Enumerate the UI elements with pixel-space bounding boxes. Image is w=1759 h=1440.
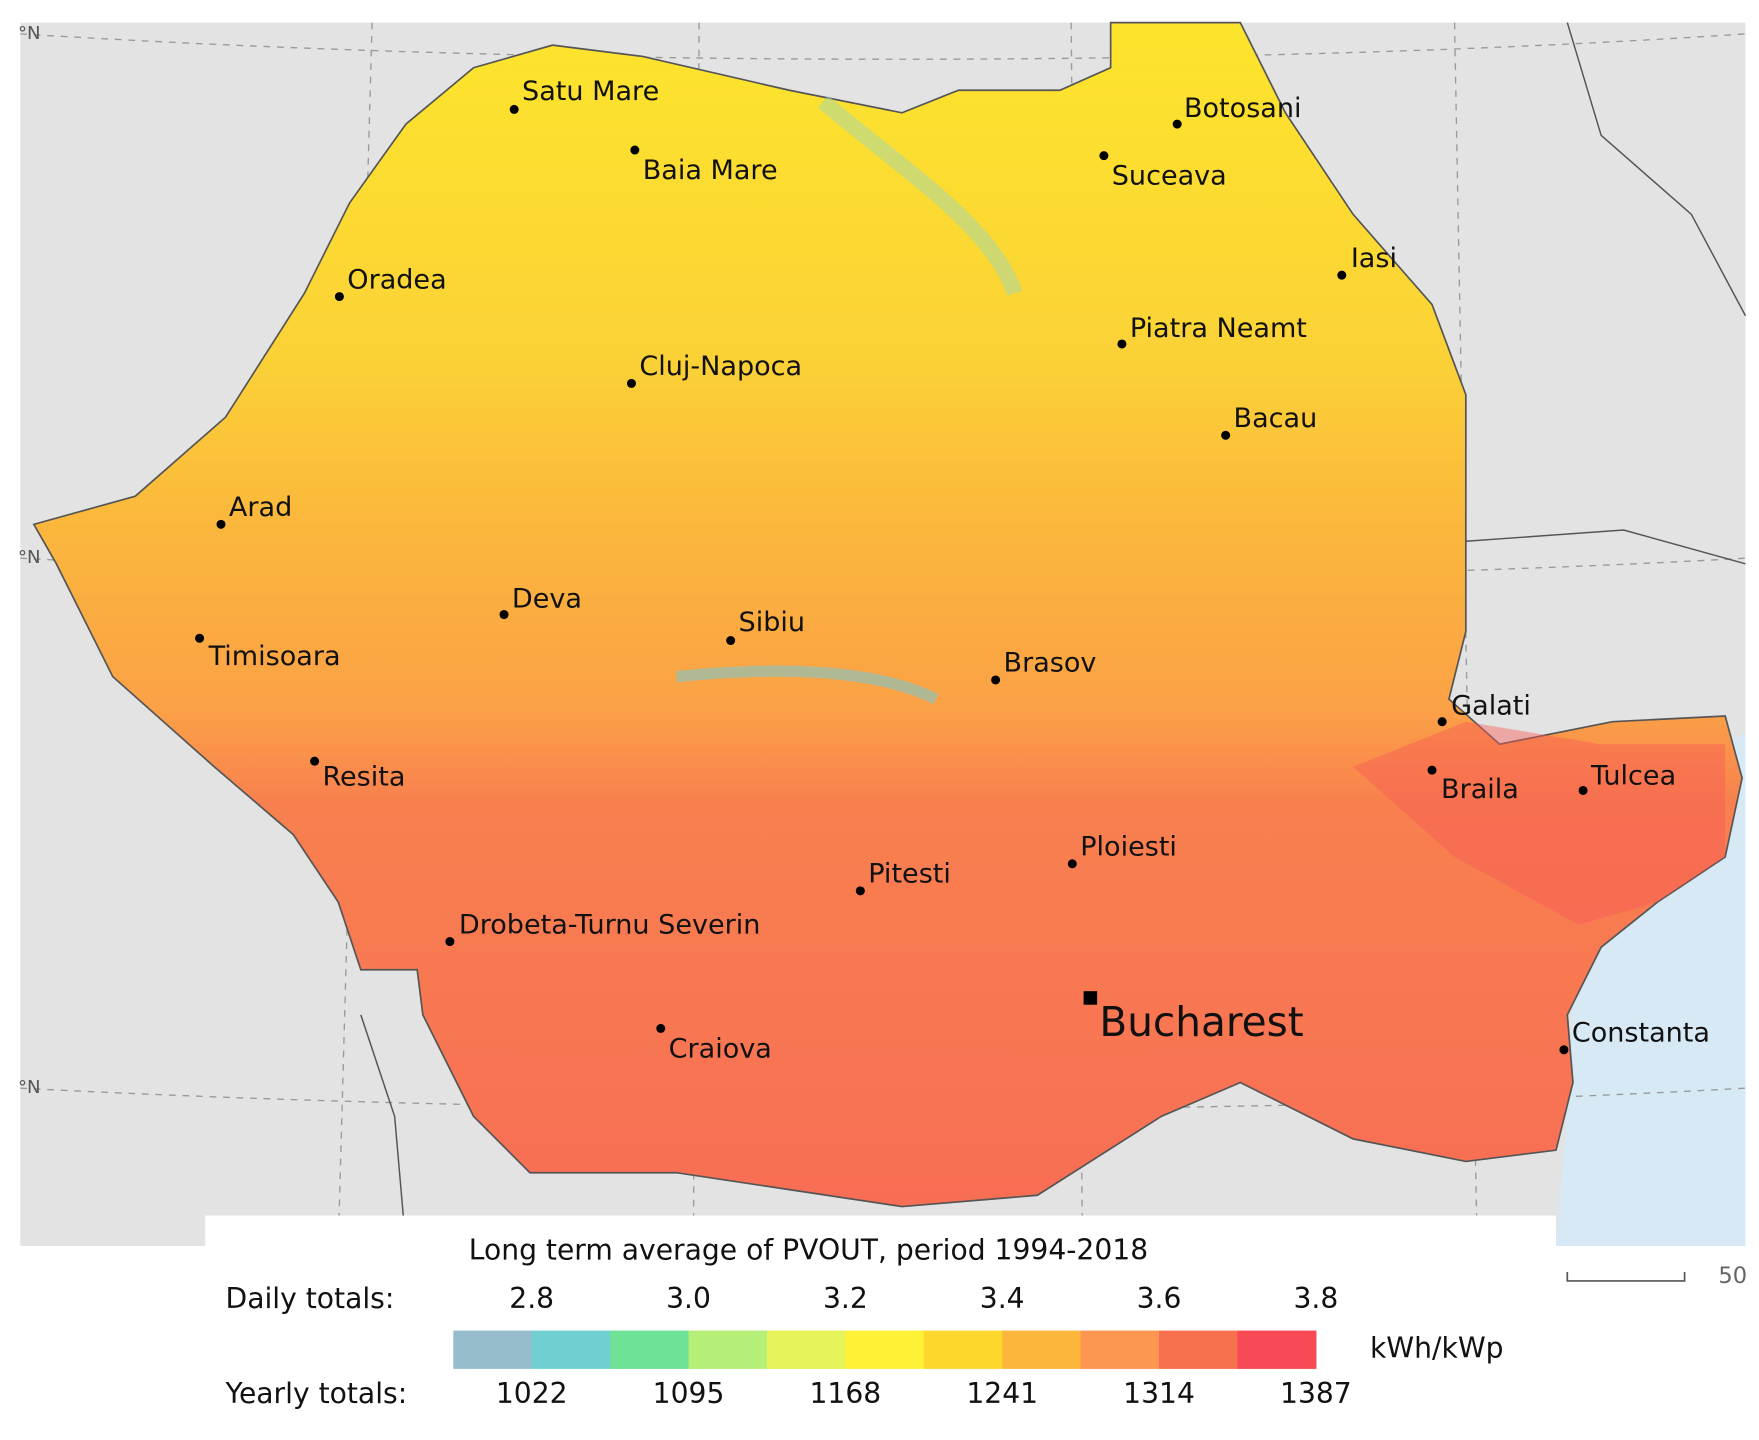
- city-label: Tulcea: [1590, 760, 1676, 791]
- city-label: Oradea: [347, 264, 446, 295]
- legend-yearly-value: 1022: [496, 1377, 568, 1410]
- legend-box: [205, 1215, 1557, 1440]
- city-label: Iasi: [1351, 243, 1397, 274]
- legend-daily-value: 3.2: [823, 1282, 868, 1315]
- city-label: Satu Mare: [522, 76, 659, 107]
- city-label: Drobeta-Turnu Severin: [459, 909, 760, 940]
- city-marker: [1221, 430, 1231, 440]
- city-marker: [1067, 859, 1077, 869]
- city-marker: [656, 1023, 666, 1033]
- city-label: Constanta: [1572, 1018, 1710, 1049]
- city-label: Braila: [1441, 774, 1519, 805]
- legend-yearly-label: Yearly totals:: [225, 1377, 408, 1410]
- scale-label: 50: [1718, 1263, 1747, 1289]
- legend-swatch: [1237, 1330, 1317, 1369]
- legend-title: Long term average of PVOUT, period 1994-…: [469, 1234, 1148, 1267]
- city-marker: [1437, 717, 1447, 727]
- legend-daily-value: 3.0: [666, 1282, 711, 1315]
- city-marker: [1117, 339, 1127, 349]
- city-marker: [334, 292, 344, 302]
- city-label: Sibiu: [739, 607, 806, 638]
- legend-swatch: [923, 1330, 1003, 1369]
- city-marker: [1427, 765, 1437, 775]
- city-marker: [1172, 119, 1182, 129]
- city-marker: [855, 886, 865, 896]
- city-label: Brasov: [1004, 648, 1097, 679]
- legend-swatch: [845, 1330, 925, 1369]
- city-marker: [216, 519, 226, 529]
- legend-yearly-value: 1241: [966, 1377, 1038, 1410]
- legend-swatch: [1159, 1330, 1239, 1369]
- city-label: Ploiesti: [1080, 831, 1177, 862]
- legend-yearly-value: 1387: [1280, 1377, 1352, 1410]
- borders: [360, 22, 1747, 1247]
- city-label: Resita: [322, 762, 405, 793]
- city-marker: [726, 635, 736, 646]
- city-label: Bacau: [1234, 403, 1318, 434]
- city-marker: [310, 756, 320, 766]
- legend-swatch: [688, 1330, 768, 1369]
- legend-swatch: [610, 1330, 690, 1369]
- city-label: Botosani: [1184, 93, 1302, 124]
- graticule-label: °N: [18, 23, 41, 44]
- city-label: Cluj-Napoca: [639, 351, 802, 382]
- legend-yearly-value: 1314: [1123, 1377, 1195, 1410]
- romania-pvout: [32, 21, 1743, 1208]
- city-label: Timisoara: [208, 641, 341, 672]
- legend-swatch: [453, 1330, 533, 1369]
- city-marker: [1099, 151, 1109, 161]
- legend-yearly-value: 1168: [810, 1377, 882, 1410]
- pvout-high-zone: [1353, 721, 1726, 925]
- city-label: Pitesti: [868, 859, 951, 890]
- mountain-zone: [817, 95, 1023, 296]
- scale-bar: [1566, 1271, 1686, 1282]
- legend-daily-value: 3.8: [1293, 1282, 1338, 1315]
- legend-yearly-value: 1095: [653, 1377, 725, 1410]
- city-label: Piatra Neamt: [1130, 313, 1307, 344]
- legend-swatch: [531, 1330, 611, 1369]
- city-label: Deva: [512, 583, 582, 614]
- legend-unit: kWh/kWp: [1370, 1332, 1504, 1365]
- graticule-label: °N: [18, 547, 41, 568]
- legend-daily-value: 3.4: [980, 1282, 1025, 1315]
- city-label: Arad: [229, 492, 292, 523]
- city-marker: [630, 145, 640, 155]
- mountain-zone: [675, 665, 939, 705]
- city-marker: [1559, 1045, 1569, 1055]
- legend-swatch: [1002, 1330, 1082, 1369]
- city-marker: [1337, 270, 1347, 280]
- legend-swatch: [766, 1330, 846, 1369]
- city-marker: [445, 937, 455, 947]
- city-marker: [1578, 785, 1588, 795]
- legend-swatch: [1080, 1330, 1160, 1369]
- city-label: Galati: [1451, 691, 1531, 722]
- legend-daily-value: 3.6: [1137, 1282, 1182, 1315]
- city-label: Baia Mare: [643, 155, 778, 186]
- city-marker: [626, 378, 636, 388]
- city-marker: [991, 675, 1001, 685]
- graticule-label: °N: [18, 1077, 41, 1098]
- capital-label: Bucharest: [1099, 998, 1303, 1046]
- city-label: Suceava: [1112, 161, 1227, 192]
- legend-daily-value: 2.8: [509, 1282, 554, 1315]
- city-marker: [499, 610, 509, 620]
- capital-marker: [1083, 991, 1098, 1005]
- city-marker: [195, 633, 205, 643]
- city-label: Craiova: [669, 1033, 772, 1064]
- legend-daily-label: Daily totals:: [226, 1282, 395, 1315]
- city-marker: [509, 104, 519, 114]
